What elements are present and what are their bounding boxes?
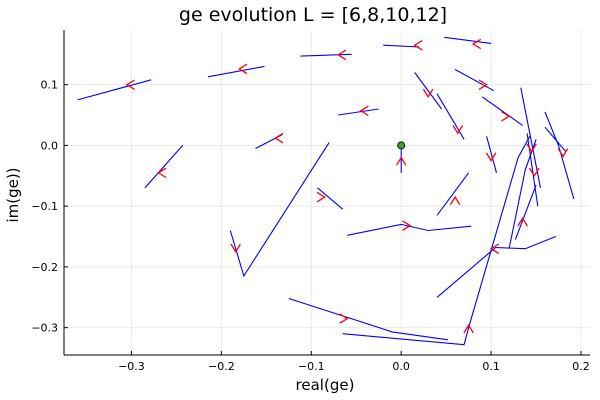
direction-arrow-17 [501,111,511,122]
direction-arrow-5 [157,167,167,179]
x-tick-label: −0.2 [208,360,235,373]
trajectory-path-1 [207,65,265,78]
x-tick-label: −0.3 [118,360,145,373]
markers [397,141,406,150]
trajectory-path-2 [300,53,352,57]
direction-arrow-23 [526,143,537,153]
direction-arrow-4 [274,132,284,144]
trajectory-path-15 [436,93,465,140]
y-tick-label: −0.2 [31,261,58,274]
y-tick-label: −0.1 [31,200,58,213]
trajectory-path-25 [436,235,557,298]
x-tick-label: −0.1 [298,360,325,373]
direction-arrow-16 [478,79,488,90]
direction-arrow-20 [557,148,569,158]
trajectory-path-24 [514,184,537,240]
direction-arrow-8 [395,156,407,166]
x-tick-label: 0.0 [392,360,410,373]
direction-arrow-15 [452,125,464,135]
y-tick-label: 0.0 [41,139,59,152]
direction-arrow-10 [339,313,349,324]
direction-arrow-24 [517,217,528,227]
y-tick-label: 0.1 [41,79,59,92]
y-axis-label: im(ge)) [4,167,22,222]
direction-arrow-1 [238,63,248,75]
trajectory-path-6 [317,187,344,210]
trajectory-path-12 [383,44,420,48]
direction-arrow-18 [485,152,497,162]
direction-arrow-2 [336,49,347,61]
x-tick-label: 0.1 [482,360,500,373]
direction-arrow-14 [422,88,434,99]
trajectory-path-11 [342,136,531,346]
trajectory-path-16 [454,69,495,92]
trajectory-path-5 [144,145,184,189]
direction-arrow-25 [489,243,500,254]
direction-arrow-22 [449,195,461,206]
direction-arrow-19 [528,167,540,178]
trajectory-path-7 [229,142,330,278]
axes [63,30,590,356]
direction-arrow-6 [316,191,327,203]
chart-title: ge evolution L = [6,8,10,12] [179,4,447,26]
x-tick-label: 0.2 [572,360,590,373]
paths [77,36,575,346]
direction-arrow-13 [471,38,482,50]
trajectory-path-0 [77,79,152,101]
trajectory-path-21 [544,111,575,200]
x-axis-label: real(ge) [296,376,355,394]
arrows [125,38,569,334]
direction-arrow-12 [413,39,423,51]
center-point-marker [397,141,406,150]
direction-arrow-3 [359,105,369,117]
trajectory-path-23 [526,133,539,207]
direction-arrow-11 [463,323,474,334]
trajectory-path-20 [544,126,567,152]
grid [64,30,590,355]
trajectory-path-22 [436,172,470,216]
trajectory-path-9 [347,223,472,236]
tick-labels: −0.3 −0.2 −0.1 0.0 0.1 0.2 0.1 0.0 −0.1 −0.2 −0.3 [31,79,589,373]
trajectory-path-3 [338,108,379,116]
trajectory-path-13 [444,36,492,44]
direction-arrow-9 [402,220,412,231]
trajectory-path-14 [414,72,443,110]
trajectory-path-18 [486,136,498,173]
direction-arrow-0 [125,79,135,90]
trajectory-path-17 [481,96,523,126]
y-tick-label: −0.3 [31,322,58,335]
direction-arrow-7 [230,243,241,253]
trajectory-path-10 [288,297,448,341]
